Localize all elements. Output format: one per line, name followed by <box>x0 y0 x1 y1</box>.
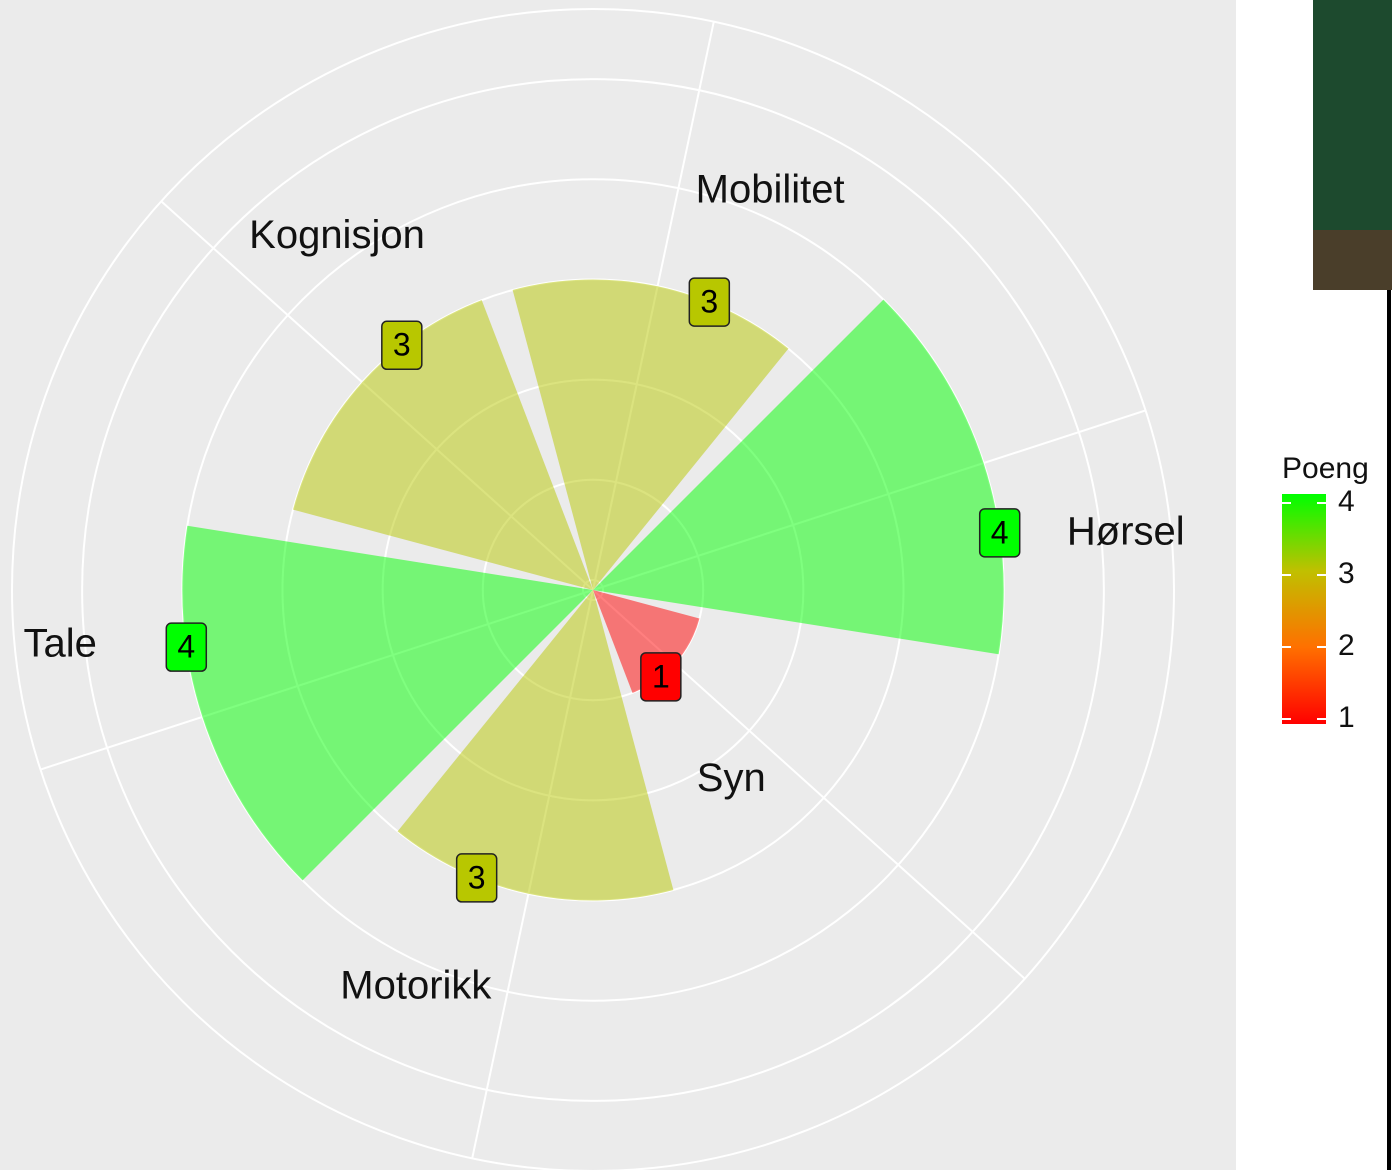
value-label: 3 <box>393 327 411 363</box>
legend-tick-label: 3 <box>1338 557 1355 590</box>
legend-tick-label: 1 <box>1338 701 1355 734</box>
category-label: Syn <box>697 756 766 800</box>
category-label: Hørsel <box>1067 510 1185 554</box>
category-label: Mobilitet <box>696 168 845 212</box>
value-label: 1 <box>652 658 670 694</box>
value-label: 3 <box>468 859 486 895</box>
value-label: 3 <box>700 284 718 320</box>
colorbar <box>1282 494 1326 724</box>
legend: 1 2 3 4 <box>1282 485 1355 734</box>
value-label: 4 <box>991 514 1009 550</box>
value-label: 4 <box>177 629 195 665</box>
photo-fragment-bottom <box>1313 230 1392 290</box>
legend-title: Poeng <box>1282 452 1369 485</box>
legend-tick-label: 2 <box>1338 629 1355 662</box>
category-label: Motorikk <box>340 963 492 1007</box>
category-label: Tale <box>24 622 97 666</box>
category-label: Kognisjon <box>249 213 425 257</box>
chart: 4 Hørsel 3 Mobilitet 3 Kognisjon 4 Tale 3 Motorik… <box>0 0 1392 1170</box>
legend-tick-label: 4 <box>1338 485 1355 518</box>
